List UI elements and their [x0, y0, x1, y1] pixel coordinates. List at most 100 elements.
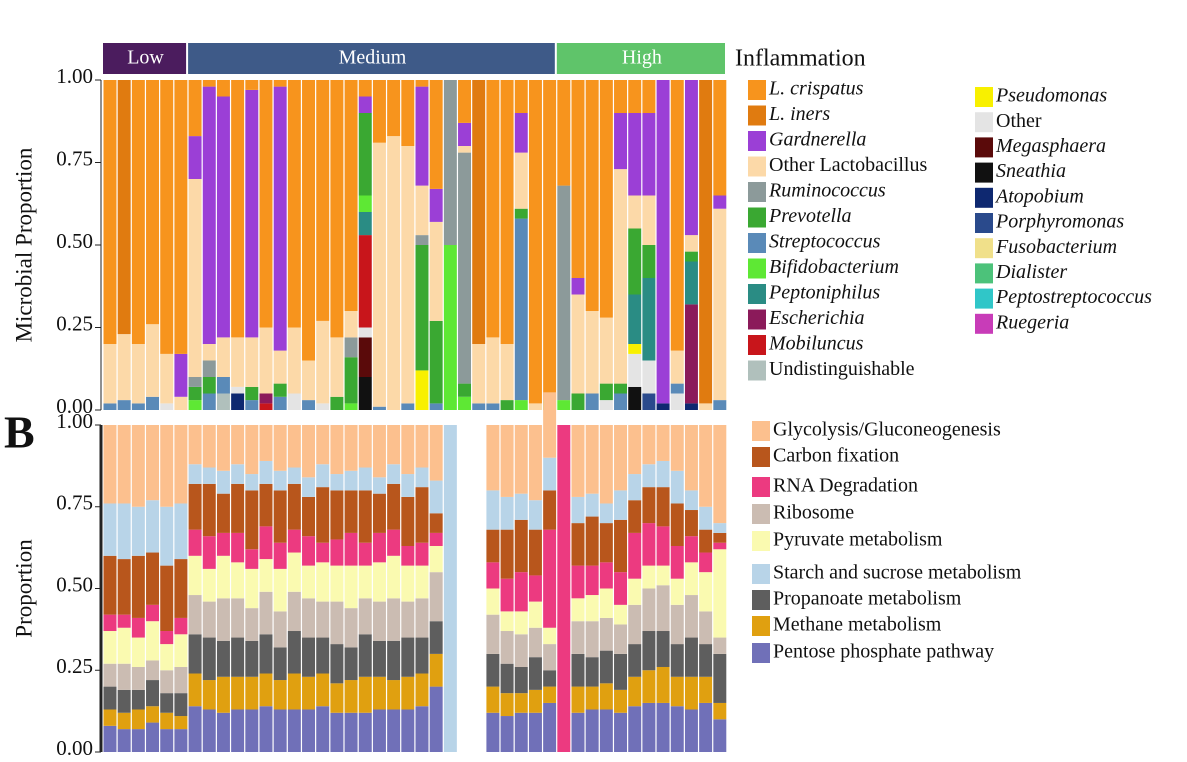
bar-segment — [401, 496, 415, 546]
bar-segment — [585, 493, 599, 517]
bar-segment — [302, 637, 316, 677]
bar-segment — [628, 228, 642, 295]
bar-segment — [599, 400, 613, 410]
bar-segment — [528, 575, 542, 602]
bar-segment — [358, 712, 372, 752]
bar-segment — [585, 709, 599, 752]
bar-segment — [188, 673, 202, 707]
bar-segment — [316, 487, 330, 543]
bar-segment — [188, 595, 202, 635]
bar-segment — [713, 719, 727, 752]
bar-segment — [656, 460, 670, 488]
bar-segment — [146, 722, 160, 752]
bar-segment — [287, 80, 301, 328]
bar-segment — [117, 689, 131, 713]
bar-segment — [231, 393, 245, 410]
legend-swatch — [748, 207, 766, 228]
group-band — [556, 43, 725, 74]
bar-segment — [330, 337, 344, 397]
bar-segment — [245, 400, 259, 410]
bar-segment — [188, 529, 202, 556]
bar-segment — [387, 425, 401, 465]
bar-segment — [571, 425, 585, 497]
bar-segment — [401, 565, 415, 602]
bar-segment — [202, 637, 216, 681]
legend-swatch — [975, 162, 993, 183]
bar-segment — [202, 709, 216, 752]
bar-segment — [415, 235, 429, 245]
bar-segment — [259, 425, 273, 461]
bar-segment — [500, 344, 514, 401]
y-tick-label: 0.75 — [56, 146, 93, 170]
bar-segment — [160, 644, 174, 671]
bar-segment — [514, 693, 528, 713]
bar-segment — [188, 80, 202, 137]
legend-label: Sneathia — [996, 160, 1066, 182]
bar-segment — [316, 601, 330, 638]
bar-segment — [429, 653, 443, 687]
bar-segment — [231, 532, 245, 563]
legend-swatch — [975, 213, 993, 233]
bar-segment — [131, 709, 145, 730]
group-label: Low — [127, 47, 164, 69]
bar-segment — [415, 706, 429, 752]
bar-segment — [543, 686, 557, 703]
bar-segment — [713, 542, 727, 550]
bar-segment — [231, 709, 245, 752]
legend-label: Methane metabolism — [773, 614, 942, 636]
bar-segment — [614, 383, 628, 394]
bar-segment — [188, 377, 202, 387]
bar-segment — [131, 729, 145, 752]
bar-segment — [160, 353, 174, 404]
bar-segment — [344, 532, 358, 566]
bar-segment — [344, 565, 358, 609]
bar-segment — [670, 350, 684, 384]
bar-segment — [528, 500, 542, 530]
bar-segment — [642, 565, 656, 589]
bar-segment — [316, 80, 330, 321]
bar-segment — [372, 493, 386, 533]
bar-segment — [500, 631, 514, 664]
bar-segment — [117, 712, 131, 730]
bar-segment — [614, 712, 628, 752]
bar-segment — [160, 403, 174, 410]
bar-segment — [684, 304, 698, 404]
bar-segment — [670, 393, 684, 410]
bar-segment — [202, 377, 216, 394]
bar-segment — [387, 680, 401, 710]
legend-swatch — [748, 80, 766, 100]
bar-segment — [358, 490, 372, 543]
bar-segment — [344, 357, 358, 404]
bar-segment — [358, 113, 372, 196]
bar-segment — [216, 80, 230, 97]
bar-segment — [699, 702, 713, 752]
bar-segment — [571, 686, 585, 713]
bar-segment — [429, 221, 443, 321]
bar-segment — [699, 611, 713, 645]
bar-segment — [628, 386, 642, 410]
bar-segment — [160, 729, 174, 752]
bar-segment — [713, 637, 727, 654]
bar-segment — [174, 716, 188, 730]
bar-segment — [713, 702, 727, 720]
bar-segment — [131, 689, 145, 710]
bar-segment — [713, 549, 727, 638]
bar-segment — [614, 689, 628, 713]
bar-segment — [103, 709, 117, 726]
bar-segment — [472, 344, 486, 404]
bar-segment — [628, 532, 642, 579]
bar-segment — [684, 80, 698, 236]
bar-segment — [486, 80, 500, 338]
bar-segment — [316, 562, 330, 602]
bar-segment — [117, 663, 131, 690]
bar-segment — [401, 80, 415, 146]
bar-segment — [146, 425, 160, 501]
bar-segment — [358, 425, 372, 468]
bar-segment — [599, 709, 613, 752]
bar-segment — [642, 631, 656, 671]
bar-segment — [188, 706, 202, 752]
bar-segment — [202, 344, 216, 361]
legend-swatch — [752, 643, 770, 663]
bar-segment — [273, 80, 287, 87]
bar-segment — [628, 344, 642, 354]
